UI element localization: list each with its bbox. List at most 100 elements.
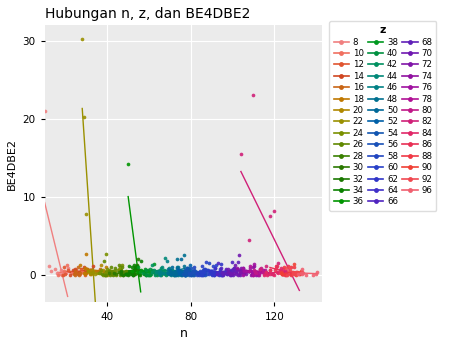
Point [129,272,137,277]
Point [182,272,190,278]
Point [164,270,172,276]
Point [98,272,106,277]
Point [256,266,264,272]
Point [273,265,280,271]
Point [283,271,290,276]
Point [184,265,192,271]
Point [239,265,247,270]
Point [199,268,207,273]
Point [117,268,125,273]
Point [102,265,109,270]
Point [47,269,55,274]
Point [148,262,156,268]
Point [232,271,240,277]
Point [105,270,113,276]
Point [208,272,216,277]
Point [213,271,221,277]
Point [261,272,268,278]
Point [216,266,223,272]
Point [268,271,276,277]
Point [219,271,227,277]
Point [157,270,164,275]
Point [208,269,215,274]
Point [204,268,212,273]
Point [182,271,190,277]
Point [227,272,235,277]
Point [236,270,244,275]
Point [131,266,139,272]
Point [88,271,95,276]
Point [173,264,181,269]
Point [234,272,242,278]
Point [201,269,209,274]
Point [313,269,320,275]
Point [173,265,181,271]
Point [51,266,59,272]
Point [87,269,95,274]
Point [166,268,174,274]
Point [207,270,214,276]
Point [191,271,199,276]
Point [260,271,267,277]
Point [161,271,169,277]
Point [171,272,179,278]
Point [291,261,298,266]
Point [122,271,129,277]
Point [104,269,111,275]
Point [173,256,181,262]
Point [81,115,88,120]
Point [187,270,194,276]
Point [195,272,203,278]
Point [97,268,105,273]
Point [288,272,295,277]
Point [250,93,257,98]
Point [125,263,133,269]
Point [224,266,231,272]
Point [167,271,174,277]
Point [173,272,180,277]
Point [103,272,111,278]
Point [299,266,306,272]
Point [117,272,124,278]
Point [164,266,172,271]
Point [198,270,205,276]
Point [269,271,276,277]
Point [97,267,104,272]
Point [154,272,161,278]
Point [219,270,226,275]
Point [213,272,220,277]
Point [77,262,84,268]
Point [161,271,168,276]
Point [110,270,118,276]
Point [112,265,119,270]
Point [261,267,268,273]
Point [128,271,136,277]
Point [182,272,189,278]
Point [61,264,68,270]
Point [146,266,154,272]
Point [163,272,170,278]
Point [278,271,286,277]
Point [177,257,185,262]
Point [81,265,89,271]
Point [237,269,245,275]
Point [179,270,187,276]
Point [202,259,210,265]
Point [181,269,189,274]
Point [83,266,91,272]
Point [203,267,210,273]
Point [246,269,253,274]
Point [198,272,206,277]
Point [283,265,290,271]
Point [109,269,116,274]
Point [137,269,145,274]
Point [273,269,281,275]
Point [101,270,109,276]
Point [112,272,119,278]
Point [97,262,105,268]
Point [164,269,171,275]
Point [160,270,168,276]
Point [201,269,208,274]
Point [191,268,198,273]
Point [278,271,286,276]
